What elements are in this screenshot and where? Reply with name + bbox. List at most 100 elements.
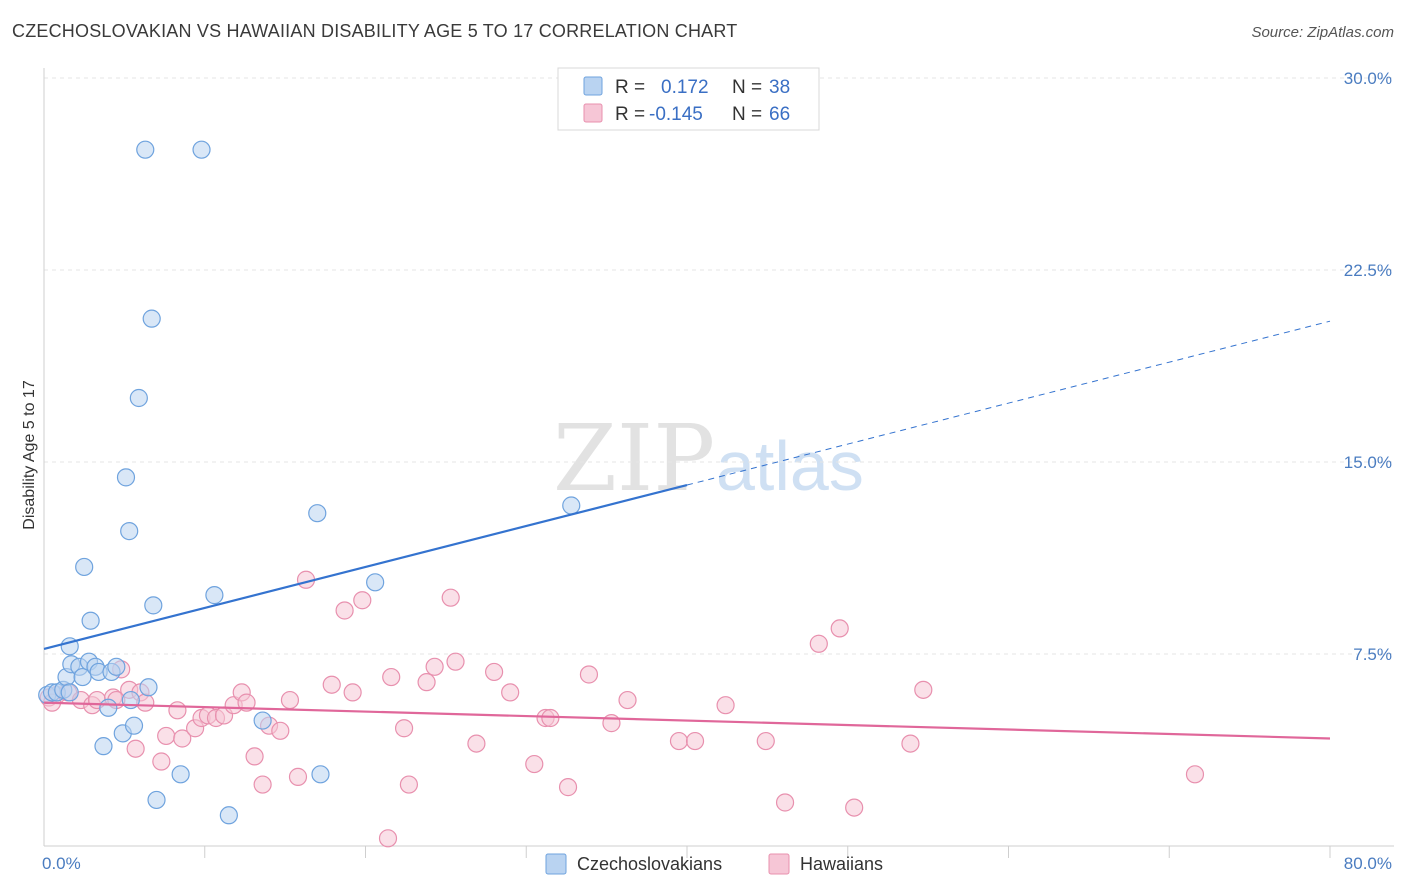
hawaiian-point-13 [152, 752, 171, 771]
czech-point-37 [366, 573, 385, 592]
hawaiian-point-14 [157, 726, 176, 746]
hawaiian-point-43 [446, 652, 465, 671]
hawaiian-point-28 [271, 721, 290, 740]
x-tick-label-max: 80.0% [1344, 854, 1392, 873]
legend-r-value-1: 0.172 [661, 77, 709, 98]
gridlines [44, 77, 1394, 655]
czech-point-24 [129, 388, 148, 408]
hawaiian-point-59 [809, 634, 828, 653]
legend-r-value-2: -0.145 [649, 104, 703, 125]
trend-line-dashed-0 [686, 320, 1331, 486]
czech-point-21 [120, 522, 139, 541]
hawaiian-point-62 [901, 734, 920, 753]
czech-point-20 [116, 468, 136, 487]
hawaiian-point-39 [399, 775, 419, 794]
hawaiian-point-61 [845, 798, 864, 817]
watermark-zip: ZIP [553, 405, 715, 512]
czech-point-32 [205, 586, 224, 605]
czech-point-6 [60, 683, 79, 702]
legend-n-value-2: 66 [769, 104, 790, 125]
hawaiian-point-55 [685, 731, 705, 751]
hawaiian-point-58 [775, 793, 795, 812]
trend-line-solid-1 [43, 701, 1331, 740]
hawaiian-point-46 [501, 683, 520, 702]
trend-lines [43, 320, 1331, 740]
hawaiian-point-47 [525, 754, 544, 774]
hawaiian-point-34 [343, 683, 362, 702]
hawaiian-point-57 [756, 731, 775, 751]
legend-swatch-hawaiians [583, 103, 603, 123]
hawaiian-point-37 [382, 667, 401, 687]
correlation-legend: R = 0.172 N = 38 R = -0.145 N = 66 [557, 67, 820, 131]
hawaiian-point-40 [417, 673, 436, 692]
hawaiian-point-64 [1185, 765, 1205, 784]
series-hawaiians [39, 570, 1205, 848]
y-axis-label: Disability Age 5 to 17 [21, 380, 38, 530]
hawaiian-point-41 [425, 657, 444, 676]
hawaiian-point-30 [288, 767, 308, 786]
hawaiian-point-50 [558, 778, 578, 797]
hawaiian-point-44 [467, 734, 486, 753]
czech-point-38 [562, 496, 581, 515]
czech-point-25 [136, 140, 155, 159]
bottom-legend-swatch-czechoslovakians [545, 853, 567, 875]
legend-r-label-2: R = [615, 104, 645, 125]
series-czechoslovakians [38, 140, 581, 825]
hawaiian-point-52 [602, 714, 621, 733]
legend-n-label-1: N = [732, 77, 762, 98]
czech-point-31 [192, 140, 211, 159]
legend-n-label-2: N = [732, 104, 762, 125]
hawaiian-point-29 [280, 690, 300, 710]
legend-n-value-1: 38 [769, 77, 790, 98]
hawaiian-point-10 [126, 739, 145, 758]
czech-point-18 [107, 657, 126, 676]
x-ticks [204, 846, 1331, 858]
hawaiian-point-63 [914, 680, 933, 699]
hawaiian-point-54 [669, 731, 689, 751]
hawaiian-point-24 [237, 693, 256, 712]
legend-swatch-czechoslovakians [583, 76, 603, 96]
hawaiian-point-36 [378, 829, 398, 848]
hawaiian-point-53 [618, 690, 637, 710]
y-tick-label-2: 22.5% [1344, 261, 1392, 280]
czech-point-9 [73, 667, 92, 687]
czech-point-23 [124, 716, 144, 735]
hawaiian-point-56 [716, 696, 735, 715]
hawaiian-point-32 [322, 675, 341, 694]
hawaiian-point-42 [441, 588, 460, 607]
bottom-legend-label-hawaiians: Hawaiians [800, 854, 883, 874]
chart-title: CZECHOSLOVAKIAN VS HAWAIIAN DISABILITY A… [12, 21, 738, 41]
bottom-legend-swatch-hawaiians [768, 853, 790, 875]
legend-r-label-1: R = [615, 77, 645, 98]
czech-point-36 [311, 765, 330, 784]
hawaiian-point-15 [168, 701, 187, 720]
czech-point-28 [144, 596, 163, 615]
hawaiian-point-35 [353, 591, 372, 610]
watermark-atlas: atlas [716, 427, 864, 505]
source-label: Source: ZipAtlas.com [1251, 24, 1394, 41]
czech-point-12 [81, 611, 100, 630]
hawaiian-point-38 [394, 719, 414, 738]
x-tick-label-min: 0.0% [42, 854, 81, 873]
y-tick-labels: 7.5% 15.0% 22.5% 30.0% [1344, 69, 1392, 664]
czech-point-29 [147, 790, 166, 810]
czech-point-35 [308, 504, 327, 523]
czech-point-26 [139, 678, 158, 697]
czech-point-30 [171, 765, 190, 784]
hawaiian-point-33 [335, 601, 354, 620]
trend-line-solid-0 [43, 483, 688, 650]
hawaiian-point-25 [245, 747, 264, 766]
hawaiian-point-16 [173, 729, 192, 748]
czech-point-15 [94, 737, 113, 756]
y-tick-label-3: 30.0% [1344, 69, 1392, 88]
czech-point-16 [99, 698, 118, 717]
hawaiian-point-51 [579, 665, 599, 684]
hawaiian-point-26 [253, 775, 272, 794]
y-tick-label-0: 7.5% [1353, 645, 1392, 664]
y-tick-label-1: 15.0% [1344, 453, 1392, 472]
bottom-legend-label-czechoslovakians: Czechoslovakians [577, 854, 722, 874]
hawaiian-point-60 [830, 619, 849, 638]
czech-point-27 [142, 309, 161, 328]
czech-point-34 [253, 711, 272, 730]
